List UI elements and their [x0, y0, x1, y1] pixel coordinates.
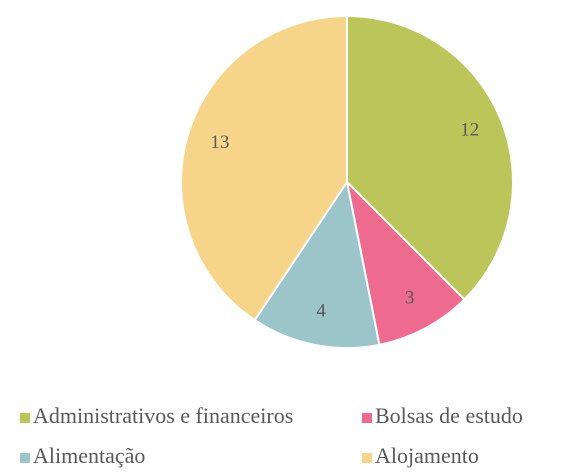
legend-swatch	[20, 453, 30, 463]
legend-swatch	[362, 453, 372, 463]
data-label: 13	[210, 132, 229, 153]
data-label: 3	[405, 287, 415, 308]
pie-slice	[180, 14, 348, 322]
pie-slice	[345, 178, 466, 346]
legend-swatch	[362, 413, 372, 423]
pie-slice	[346, 14, 514, 301]
data-label: 12	[460, 120, 479, 141]
legend-label: Alimentação	[33, 443, 145, 468]
legend-label: Bolsas de estudo	[375, 403, 523, 428]
legend-label: Alojamento	[375, 443, 479, 468]
data-label: 4	[316, 301, 326, 322]
legend-swatch	[20, 413, 30, 423]
pie-slice	[253, 179, 381, 349]
legend-label: Administrativos e financeiros	[33, 403, 293, 428]
